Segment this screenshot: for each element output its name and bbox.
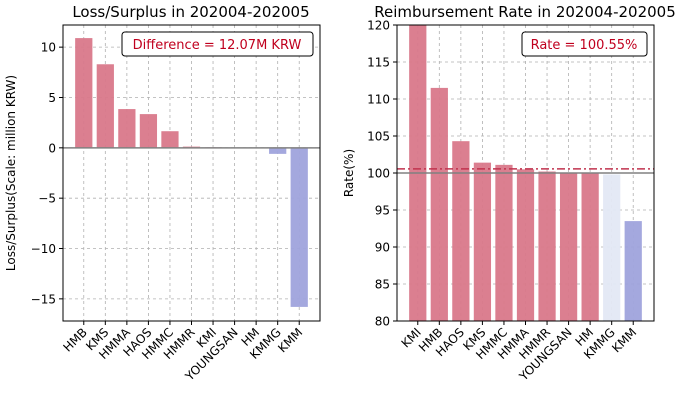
y-tick-label: 90 xyxy=(375,241,390,255)
bar-kmm xyxy=(624,221,642,321)
bar-kmm xyxy=(290,147,308,307)
bar-haos xyxy=(452,141,470,321)
bar-hmma xyxy=(516,169,535,321)
bar-haos xyxy=(139,114,158,148)
bar-hmb xyxy=(75,38,93,148)
bar-hm xyxy=(581,173,599,321)
y-tick-label: 105 xyxy=(367,130,390,144)
x-tick-label: KMM xyxy=(275,325,305,355)
difference-annotation: Difference = 12.07M KRW xyxy=(133,38,302,53)
y-tick-label: −5 xyxy=(38,192,56,206)
bar-hmmc xyxy=(161,131,179,148)
y-tick-label: 0 xyxy=(48,141,56,155)
y-tick-label: 10 xyxy=(41,41,56,55)
y-tick-label: 115 xyxy=(367,56,390,70)
y-axis-label: Rate(%) xyxy=(342,149,356,197)
annotation-box xyxy=(521,31,648,57)
reimbursement-rate-chart: Reimbursement Rate in 202004-202005 80 85… xyxy=(342,3,676,384)
bar-kmmg xyxy=(603,174,621,321)
y-tick-label: −15 xyxy=(31,292,56,306)
bar-hmmr xyxy=(538,171,556,321)
y-tick-label: 85 xyxy=(375,278,390,292)
bar-youngsan xyxy=(559,173,578,321)
y-tick-label: 110 xyxy=(367,93,390,107)
bar-hmma xyxy=(118,109,136,148)
bar-hmb xyxy=(430,87,448,322)
bar-kms xyxy=(473,162,492,321)
bar-kms xyxy=(96,64,114,148)
x-tick-label: KMM xyxy=(609,325,639,355)
y-tick-label: −10 xyxy=(31,242,56,256)
y-tick-label: 5 xyxy=(48,91,56,105)
chart-title: Loss/Surplus in 202004-202005 xyxy=(72,3,309,21)
rate-annotation: Rate = 100.55% xyxy=(531,38,638,53)
chart-title: Reimbursement Rate in 202004-202005 xyxy=(374,3,676,21)
y-tick-label: 95 xyxy=(375,204,390,218)
y-axis-label: Loss/Surplus(Scale: million KRW) xyxy=(4,75,18,271)
bar-kmmg xyxy=(269,147,287,154)
y-tick-label: 100 xyxy=(367,167,390,181)
bar-hmmc xyxy=(495,164,513,321)
y-tick-label: 120 xyxy=(367,19,390,33)
y-tick-label: 80 xyxy=(375,315,390,329)
annotation-box xyxy=(121,31,314,57)
loss-surplus-chart: Loss/Surplus in 202004-202005 −15 −10 −5 0 5… xyxy=(4,3,321,384)
